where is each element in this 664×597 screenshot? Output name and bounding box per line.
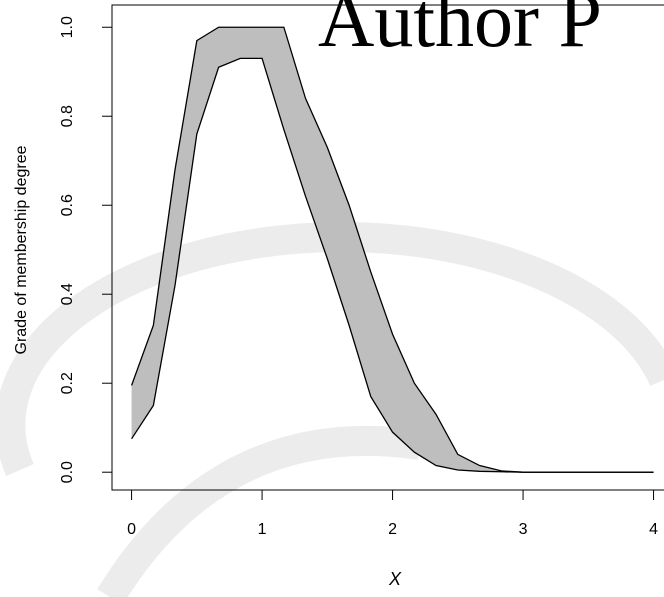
watermark-arc: [0, 222, 664, 476]
watermark: Author P: [318, 0, 602, 63]
x-tick-label: 4: [649, 521, 658, 538]
y-tick-label: 0.0: [59, 461, 76, 483]
watermark-shapes: [0, 222, 664, 597]
y-tick-label: 0.2: [59, 372, 76, 394]
y-tick-label: 0.8: [59, 105, 76, 127]
x-tick-label: 0: [127, 521, 136, 538]
y-tick-label: 0.6: [59, 194, 76, 216]
series-line: [131, 57, 654, 473]
y-tick-label: 0.4: [59, 283, 76, 305]
y-tick-label: 1.0: [59, 16, 76, 38]
watermark-arc: [97, 425, 423, 597]
x-tick-label: 2: [388, 521, 397, 538]
y-axis-label: Grade of membership degree: [13, 145, 30, 354]
x-tick-label: 1: [258, 521, 267, 538]
band-area: [131, 27, 654, 473]
x-tick-label: 3: [519, 521, 528, 538]
x-axis-label: X: [388, 569, 402, 589]
